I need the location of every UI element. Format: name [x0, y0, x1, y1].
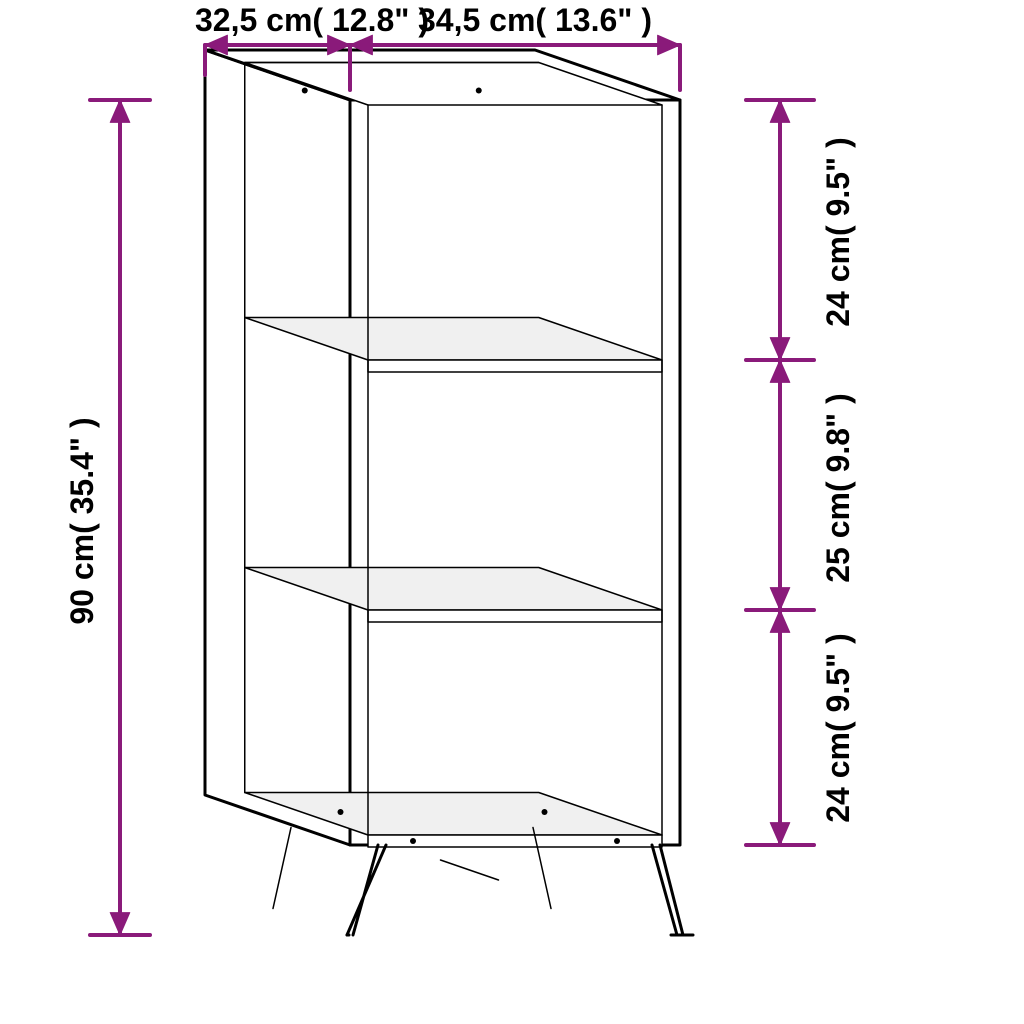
dim-label-depth: 32,5 cm( 12.8" ) [195, 4, 429, 36]
dim-label-width: 34,5 cm( 13.6" ) [418, 4, 652, 36]
dim-label-shelf1: 24 cm( 9.5" ) [822, 112, 854, 352]
dim-label-shelf3: 24 cm( 9.5" ) [822, 608, 854, 848]
diagram-stage: 32,5 cm( 12.8" ) 34,5 cm( 13.6" ) 90 cm(… [0, 0, 1024, 1024]
dim-label-height: 90 cm( 35.4" ) [66, 391, 98, 651]
dim-label-shelf2: 25 cm( 9.8" ) [822, 368, 854, 608]
diagram-svg [0, 0, 1024, 1024]
